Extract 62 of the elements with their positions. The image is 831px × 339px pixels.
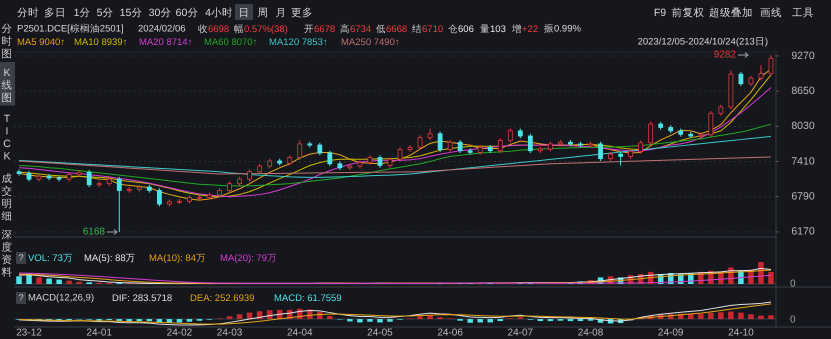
category-label: 24-10 xyxy=(728,328,754,339)
text: 量103 xyxy=(480,24,506,35)
text: 高6734 xyxy=(340,22,372,35)
text: 工具 xyxy=(792,6,814,19)
y-tick-label: 7410 xyxy=(791,155,815,168)
text: 日 xyxy=(238,6,250,19)
annotation: 9282 xyxy=(714,50,736,61)
category-label: 24-03 xyxy=(216,328,242,339)
category-label: 24-04 xyxy=(286,328,313,339)
text: 月 xyxy=(276,6,286,19)
text: 结6710 xyxy=(412,22,444,35)
text: 周 xyxy=(258,6,268,19)
text: 成交明细 xyxy=(2,172,12,222)
text: 画线 xyxy=(760,6,782,19)
y-tick-label: 9270 xyxy=(791,50,815,62)
text: 更多 xyxy=(291,6,313,19)
text: 增+22 xyxy=(511,22,538,35)
y-tick-label: 8030 xyxy=(791,120,815,132)
category-label: 24-02 xyxy=(166,328,192,339)
annotation: MACD(12,26,9) xyxy=(28,292,94,304)
text: 2023/12/05-2024/10/24(213日) xyxy=(638,36,768,48)
text: 低6668 xyxy=(376,24,408,35)
text: 超级叠加 xyxy=(709,6,753,19)
text: 深度资料 xyxy=(2,229,12,278)
text: TICK xyxy=(3,113,12,162)
y-tick-label: 6170 xyxy=(791,226,815,238)
legend: DIF: 283.5718 DEA: 252.6939 MACD: 61.7559 xyxy=(112,292,342,304)
text: 开6678 xyxy=(304,24,336,35)
text: 前复权 xyxy=(672,6,704,19)
annotation: ? xyxy=(18,252,24,262)
text: 60分 xyxy=(176,6,198,19)
text: 0 xyxy=(790,278,796,290)
text: 幅0.57%(38) xyxy=(234,22,288,35)
category-label: 23-12 xyxy=(16,328,42,339)
text: 15分 xyxy=(120,6,142,19)
text: 分时 xyxy=(17,6,39,19)
text: 0 xyxy=(790,314,796,326)
text: 5分 xyxy=(96,6,114,19)
category-label: 24-08 xyxy=(578,328,604,339)
category-label: 24-05 xyxy=(367,328,393,339)
y-tick-label: 8650 xyxy=(791,84,815,97)
text: F9 xyxy=(654,6,666,19)
text: 1分 xyxy=(74,6,90,19)
text: K线图 xyxy=(2,67,12,104)
category-label: 24-07 xyxy=(508,328,534,339)
text: 2024/02/06 xyxy=(138,24,186,35)
annotation: 6168 xyxy=(82,226,106,238)
text: 仓606 xyxy=(448,22,474,35)
text: 4小时 xyxy=(205,6,233,19)
text: 分时图 xyxy=(2,23,12,60)
text: 振0.99% xyxy=(544,22,582,35)
text: 收6698 xyxy=(198,24,230,35)
category-label: 24-09 xyxy=(658,328,684,339)
y-tick-label: 6790 xyxy=(791,190,815,202)
legend: MA5 9040↑ MA10 8939↑ MA20 8714↑ MA60 8070↑ MA120 7853↑ MA250 7490↑ xyxy=(17,36,400,48)
category-label: 24-06 xyxy=(437,328,463,339)
annotation: ? xyxy=(18,292,24,302)
text: 30分 xyxy=(148,6,172,19)
legend: VOL: 73万 MA(5): 88万 MA(10): 84万 MA(20): 79万 xyxy=(28,252,277,264)
text: P2501.DCE[棕榈油2501] xyxy=(17,22,124,35)
text: 多日 xyxy=(44,6,66,19)
category-label: 24-01 xyxy=(86,328,112,339)
